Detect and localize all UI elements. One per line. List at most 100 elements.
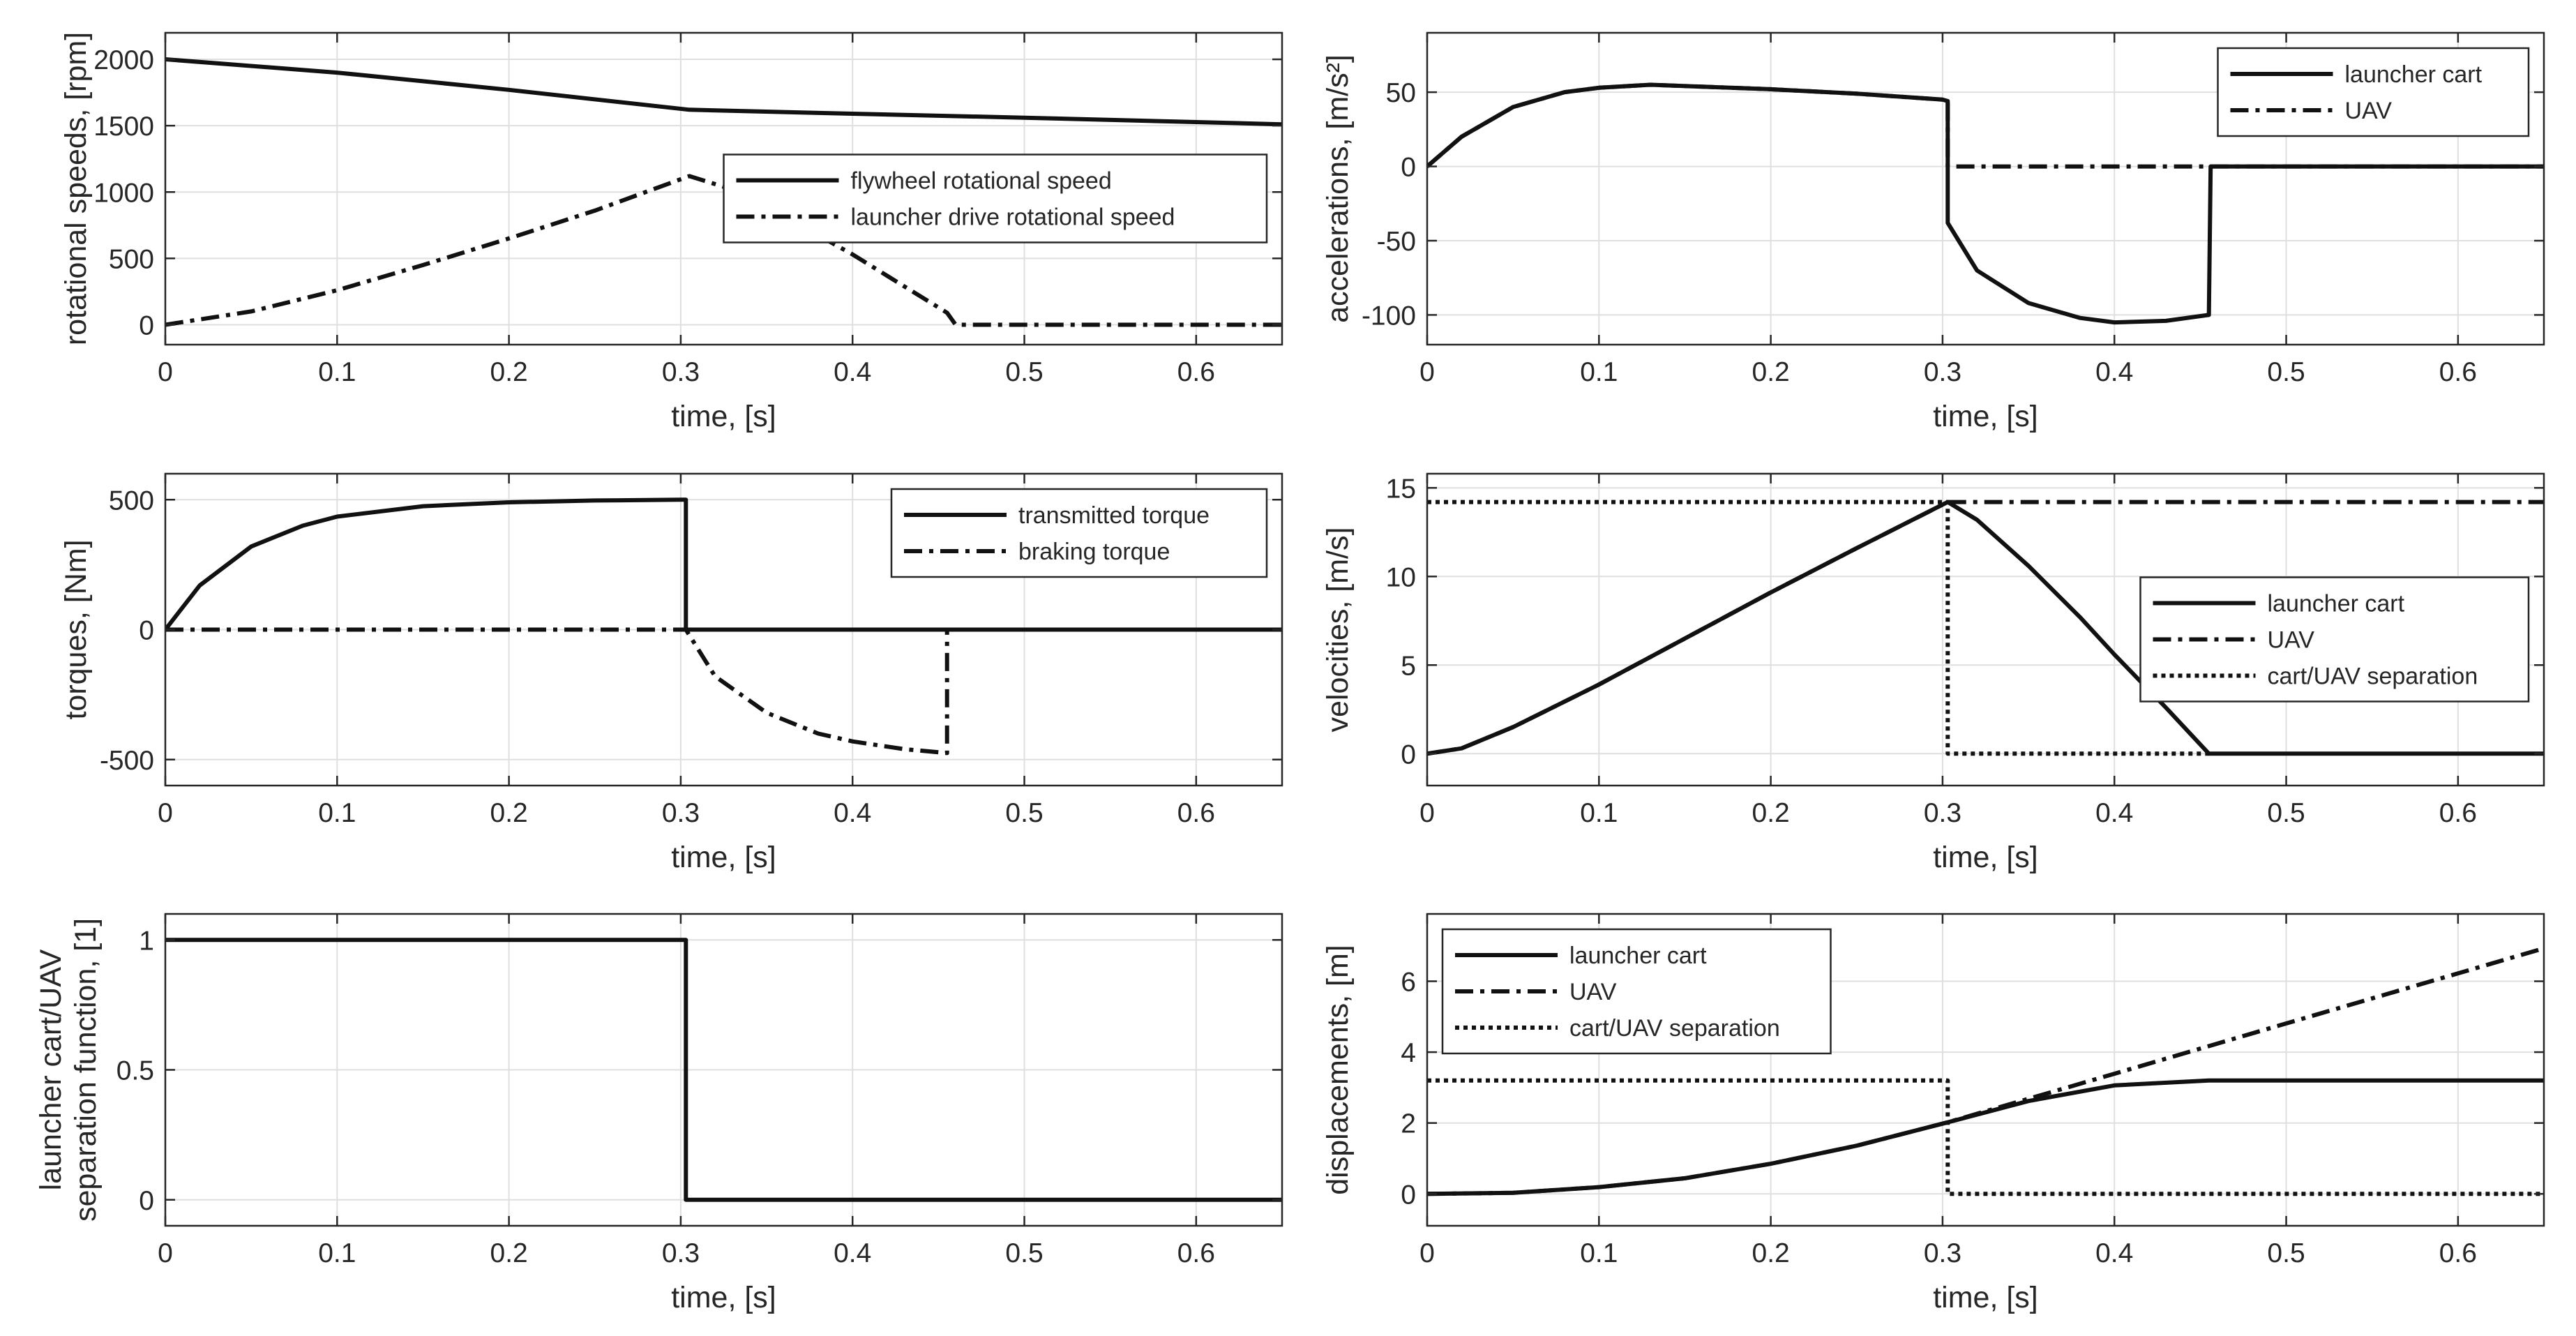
series-line-dashdot — [165, 627, 1282, 756]
panel-velocities: 0 0.1 0.2 0.3 0.4 0.5 0.6 0 5 10 15 time, [s] veloci… — [1321, 472, 2545, 874]
x-tick-label: 0.2 — [1752, 357, 1790, 387]
x-axis-title: time, [s] — [671, 400, 776, 433]
y-tick-label: -50 — [1377, 227, 1416, 257]
y-tick-label: 1 — [139, 926, 154, 956]
legend-label: launcher cart — [1569, 943, 1707, 969]
x-tick-label: 0 — [1419, 357, 1435, 387]
x-tick-label: 0 — [158, 798, 173, 828]
x-tick-label: 0.6 — [2439, 357, 2477, 387]
x-tick-label: 0.5 — [1005, 357, 1043, 387]
y-tick-label: 500 — [109, 244, 154, 274]
x-tick-label: 0 — [1419, 798, 1435, 828]
y-axis-title: velocities, [m/s] — [1321, 527, 1355, 733]
x-tick-label: 0.4 — [2095, 798, 2133, 828]
y-tick-label: 2 — [1401, 1109, 1416, 1139]
x-tick-label: 0.6 — [1177, 357, 1215, 387]
series-line-dotted — [1427, 1078, 2544, 1196]
legend-label: launcher drive rotational speed — [851, 204, 1175, 231]
y-tick-label: 15 — [1386, 474, 1416, 504]
x-tick-label: 0.2 — [1752, 798, 1790, 828]
x-tick-label: 0.6 — [2439, 1238, 2477, 1268]
x-tick-label: 0.4 — [834, 357, 871, 387]
legend-label: transmitted torque — [1018, 502, 1210, 529]
x-tick-label: 0.3 — [662, 798, 700, 828]
y-tick-label: 0 — [1401, 1180, 1416, 1210]
x-tick-label: 0.2 — [490, 798, 528, 828]
legend-label: launcher cart — [2345, 61, 2483, 88]
y-tick-label: 10 — [1386, 562, 1416, 592]
x-tick-label: 0.6 — [1177, 798, 1215, 828]
y-tick-label: 2000 — [93, 45, 154, 75]
x-tick-label: 0.1 — [1580, 798, 1618, 828]
y-tick-label: 5 — [1401, 651, 1416, 681]
panel-displacements: 0 0.1 0.2 0.3 0.4 0.5 0.6 0 2 4 6 time, [s] displace… — [1321, 913, 2545, 1314]
series-line-solid — [165, 57, 1282, 127]
y-tick-label: 1500 — [93, 112, 154, 142]
x-tick-label: 0.4 — [2095, 357, 2133, 387]
legend-box — [723, 153, 1268, 243]
legend-label: cart/UAV separation — [1569, 1015, 1780, 1042]
axes-box — [1426, 913, 2545, 1227]
y-axis-title: accelerations, [m/s²] — [1321, 54, 1355, 323]
y-axis-title: displacements, [m] — [1321, 945, 1355, 1194]
panel-rotational-speeds: 0 0.1 0.2 0.3 0.4 0.5 0.6 0 500 1000 1500 2000 time,… — [59, 31, 1283, 433]
x-tick-label: 0.2 — [1752, 1238, 1790, 1268]
y-axis-title: torques, [Nm] — [59, 539, 93, 719]
x-axis-title: time, [s] — [671, 841, 776, 874]
series-line-solid — [165, 497, 1282, 632]
x-tick-label: 0 — [1419, 1238, 1435, 1268]
series-line-dotted — [1427, 500, 2209, 756]
legend-label: braking torque — [1018, 539, 1170, 565]
axes-box — [164, 31, 1283, 346]
x-tick-label: 0.4 — [2095, 1238, 2133, 1268]
y-tick-label: 1000 — [93, 178, 154, 208]
x-tick-label: 0.3 — [662, 357, 700, 387]
x-tick-label: 0.4 — [834, 1238, 871, 1268]
legend-box — [2217, 47, 2530, 137]
series-line-dashdot — [1427, 82, 2544, 169]
x-axis-title: time, [s] — [671, 1281, 776, 1314]
y-tick-label: 500 — [109, 486, 154, 516]
y-axis-title: rotational speeds, [rpm] — [59, 32, 93, 345]
y-tick-label: -500 — [100, 746, 154, 776]
x-tick-label: 0 — [158, 1238, 173, 1268]
x-tick-label: 0.1 — [318, 1238, 356, 1268]
x-axis-title: time, [s] — [1933, 841, 2038, 874]
y-tick-label: 0 — [1401, 740, 1416, 770]
axes-box — [1426, 31, 2545, 346]
x-tick-label: 0.3 — [1924, 1238, 1961, 1268]
y-tick-label: 0.5 — [116, 1056, 154, 1086]
x-tick-label: 0.3 — [1924, 357, 1961, 387]
x-tick-label: 0.5 — [2267, 1238, 2305, 1268]
series-line-dashdot — [1427, 946, 2544, 1196]
x-tick-label: 0.3 — [662, 1238, 700, 1268]
x-tick-label: 0.1 — [318, 357, 356, 387]
axes-box — [1426, 472, 2545, 787]
legend-label: launcher cart — [2268, 591, 2405, 617]
y-tick-label: 0 — [139, 616, 154, 646]
legend-label: UAV — [2268, 627, 2315, 654]
x-tick-label: 0.2 — [490, 357, 528, 387]
series-line-solid — [1427, 1078, 2544, 1196]
x-tick-label: 0 — [158, 357, 173, 387]
y-tick-label: 50 — [1386, 78, 1416, 108]
series-line-dashdot — [165, 174, 1282, 327]
legend-label: cart/UAV separation — [2268, 663, 2478, 690]
y-tick-label: 4 — [1401, 1038, 1416, 1068]
panel-separation-function: 0 0.1 0.2 0.3 0.4 0.5 0.6 0 0.5 1 time, [s] launche… — [34, 913, 1283, 1314]
y-tick-label: 0 — [1401, 153, 1416, 183]
x-tick-label: 0.6 — [1177, 1238, 1215, 1268]
x-tick-label: 0.4 — [834, 798, 871, 828]
x-tick-label: 0.5 — [1005, 1238, 1043, 1268]
panel-accelerations: 0 0.1 0.2 0.3 0.4 0.5 0.6 -100 -50 0 50 time, [s] ac… — [1321, 31, 2545, 433]
x-tick-label: 0.3 — [1924, 798, 1961, 828]
y-tick-label: 0 — [139, 1186, 154, 1216]
y-tick-label: -100 — [1362, 301, 1416, 331]
y-tick-label: 0 — [139, 310, 154, 340]
x-tick-label: 0.1 — [318, 798, 356, 828]
x-tick-label: 0.5 — [2267, 798, 2305, 828]
x-tick-label: 0.5 — [1005, 798, 1043, 828]
x-tick-label: 0.2 — [490, 1238, 528, 1268]
